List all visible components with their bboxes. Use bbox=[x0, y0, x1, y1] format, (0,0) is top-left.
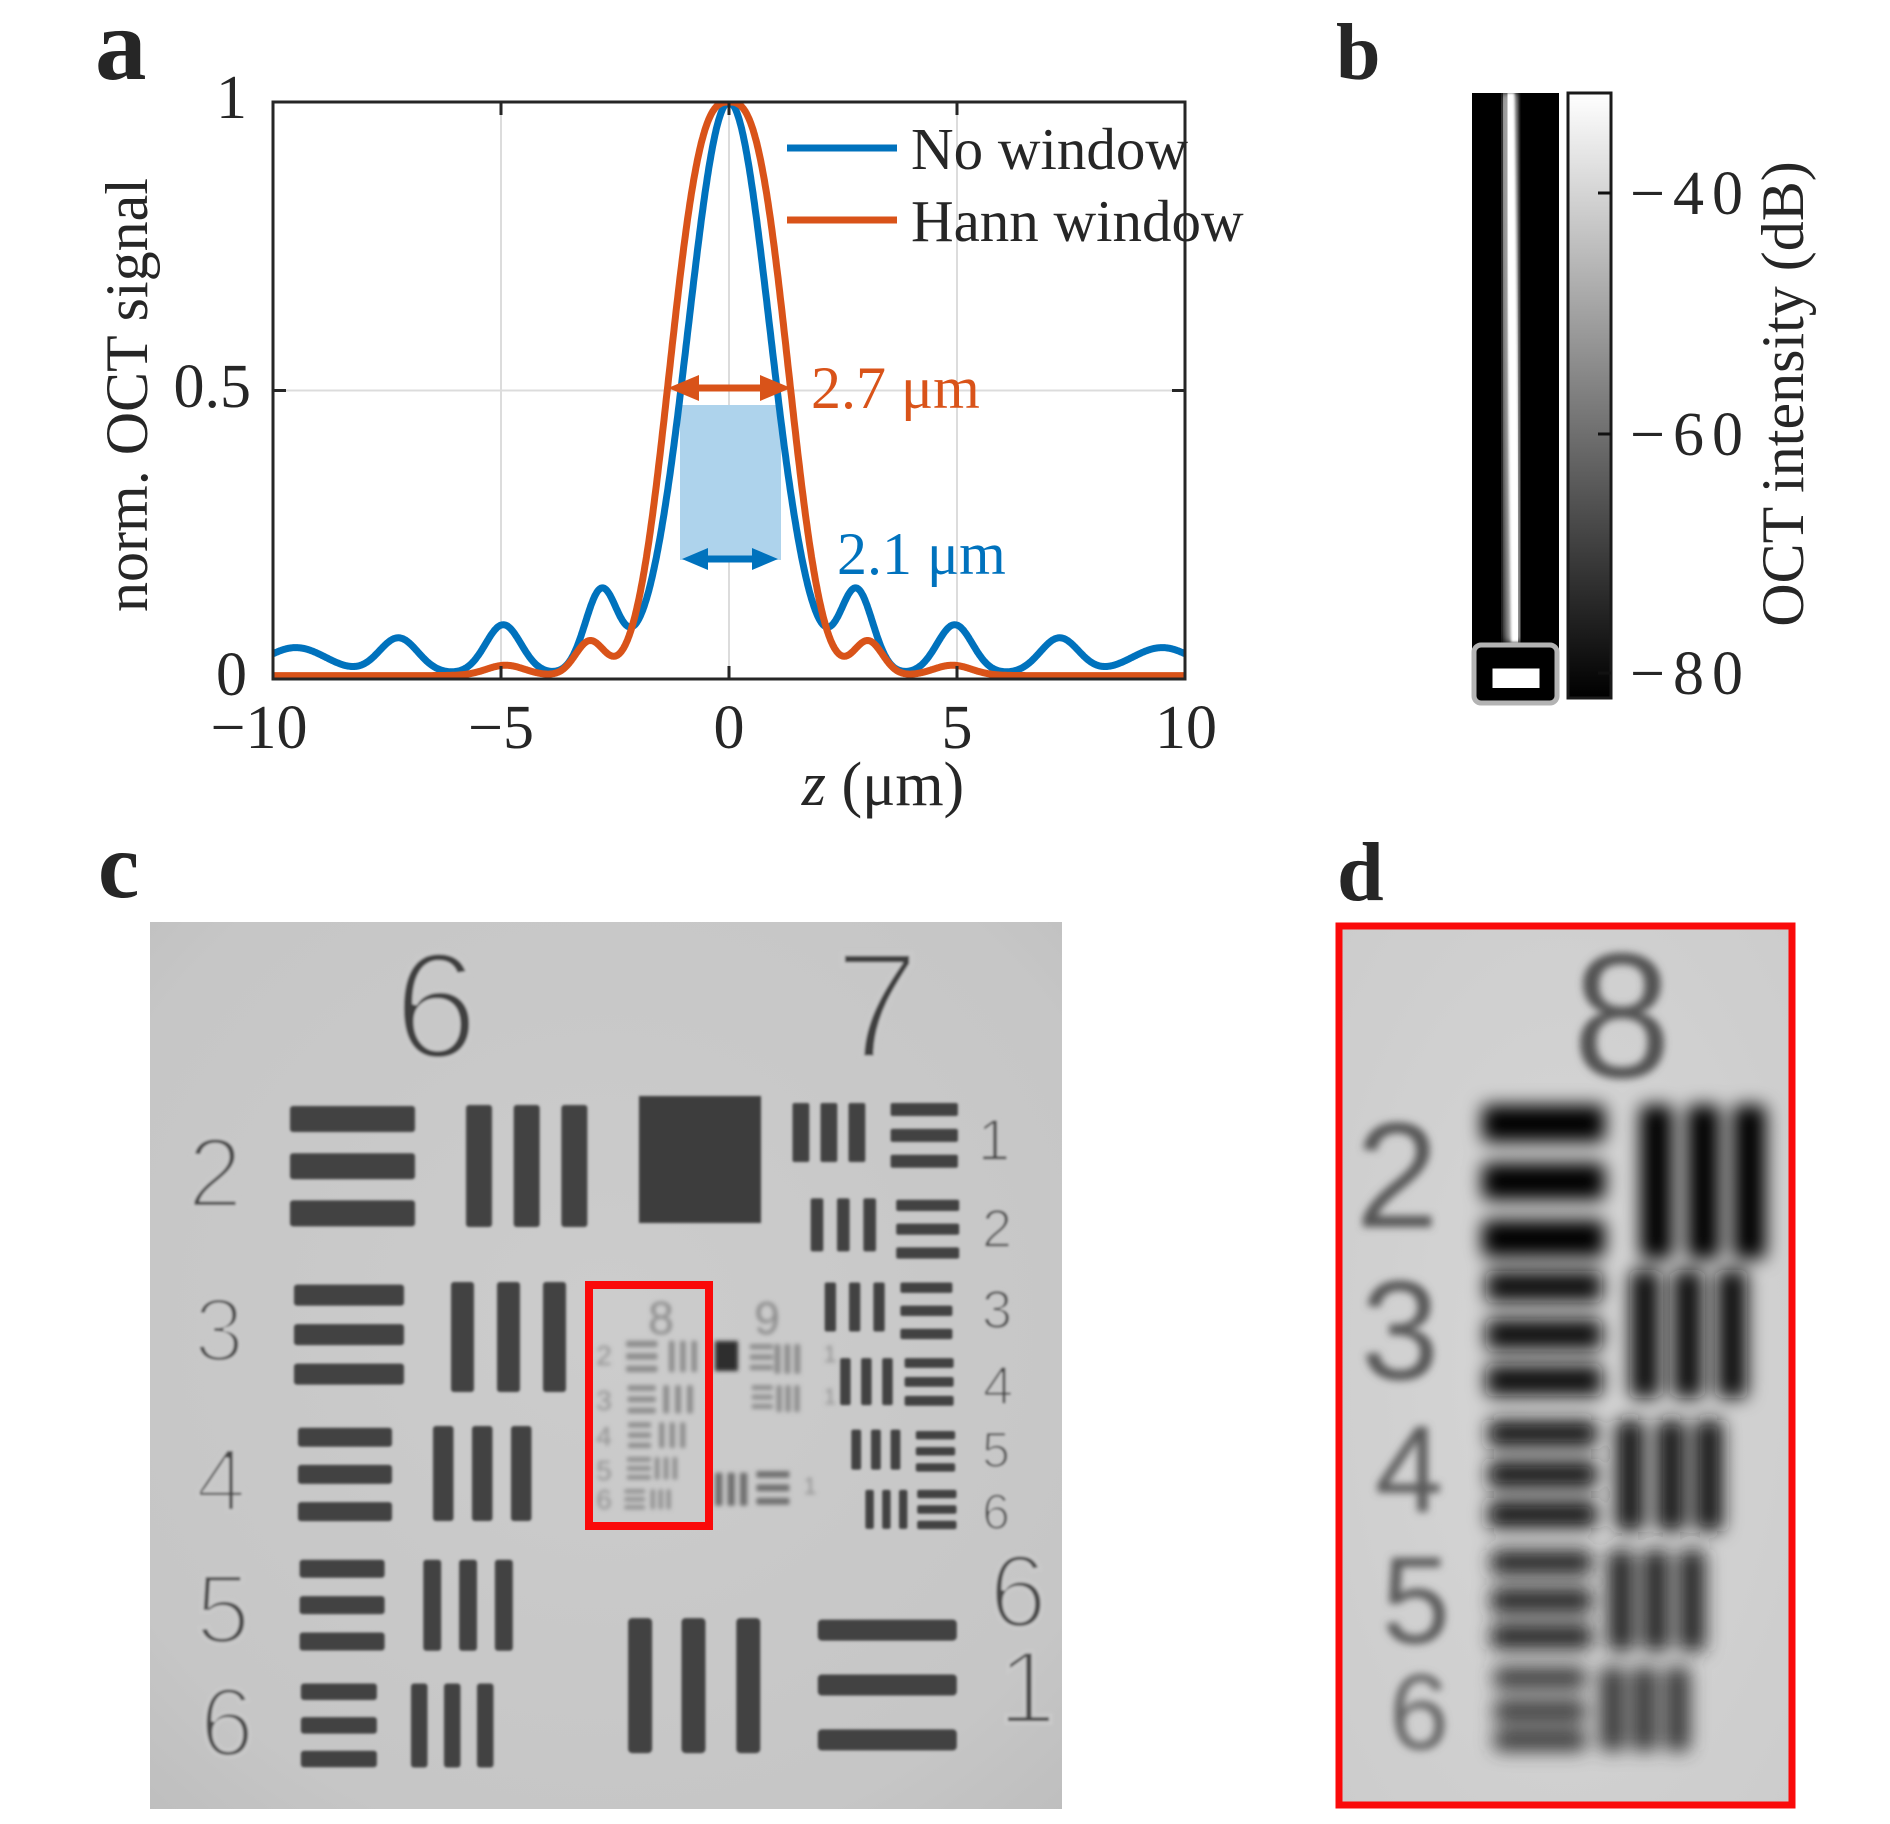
svg-text:c: c bbox=[98, 815, 139, 918]
svg-text:9: 9 bbox=[754, 1292, 780, 1344]
svg-text:1: 1 bbox=[978, 1108, 1010, 1173]
svg-text:a: a bbox=[95, 0, 147, 102]
svg-text:6: 6 bbox=[982, 1484, 1010, 1540]
svg-text:0: 0 bbox=[216, 641, 247, 709]
svg-text:6: 6 bbox=[200, 1667, 255, 1777]
svg-text:0: 0 bbox=[714, 694, 745, 762]
svg-text:5: 5 bbox=[942, 694, 973, 762]
svg-text:2: 2 bbox=[187, 1117, 242, 1228]
svg-text:Hann window: Hann window bbox=[911, 188, 1244, 254]
svg-text:5: 5 bbox=[1382, 1533, 1450, 1670]
svg-text:b: b bbox=[1336, 9, 1381, 97]
svg-text:1: 1 bbox=[823, 1341, 836, 1368]
svg-text:3: 3 bbox=[194, 1281, 244, 1381]
svg-text:4: 4 bbox=[1375, 1402, 1443, 1539]
svg-text:6: 6 bbox=[596, 1484, 612, 1515]
svg-text:No window: No window bbox=[911, 116, 1188, 182]
svg-text:−10: −10 bbox=[211, 694, 308, 762]
svg-text:4: 4 bbox=[196, 1431, 246, 1531]
svg-text:6: 6 bbox=[394, 921, 479, 1091]
svg-text:z (μm): z (μm) bbox=[801, 751, 964, 819]
svg-text:2: 2 bbox=[596, 1340, 612, 1371]
svg-text:1: 1 bbox=[824, 1384, 836, 1409]
svg-text:8: 8 bbox=[1573, 916, 1672, 1115]
svg-text:3: 3 bbox=[1361, 1251, 1439, 1409]
svg-text:5: 5 bbox=[982, 1422, 1010, 1478]
svg-text:−40: −40 bbox=[1630, 160, 1751, 228]
svg-text:−5: −5 bbox=[468, 694, 534, 762]
svg-text:1: 1 bbox=[998, 1630, 1056, 1746]
svg-text:−80: −80 bbox=[1630, 640, 1751, 708]
svg-text:norm. OCT signal: norm. OCT signal bbox=[94, 178, 160, 612]
svg-text:6: 6 bbox=[989, 1534, 1047, 1650]
svg-text:3: 3 bbox=[982, 1280, 1012, 1340]
svg-text:1: 1 bbox=[216, 64, 247, 132]
svg-text:d: d bbox=[1337, 826, 1384, 919]
svg-text:10: 10 bbox=[1155, 694, 1217, 762]
svg-text:0.5: 0.5 bbox=[174, 353, 252, 421]
svg-text:2.7 μm: 2.7 μm bbox=[811, 355, 980, 421]
svg-text:OCT intensity (dB): OCT intensity (dB) bbox=[1750, 161, 1816, 627]
svg-text:2.1 μm: 2.1 μm bbox=[837, 521, 1006, 587]
svg-text:1: 1 bbox=[803, 1473, 816, 1500]
svg-text:5: 5 bbox=[596, 1455, 612, 1486]
svg-text:8: 8 bbox=[648, 1292, 674, 1344]
svg-text:7: 7 bbox=[835, 921, 920, 1091]
svg-text:4: 4 bbox=[983, 1356, 1013, 1416]
svg-text:6: 6 bbox=[1389, 1651, 1449, 1772]
svg-text:3: 3 bbox=[596, 1385, 612, 1416]
svg-text:−60: −60 bbox=[1630, 401, 1751, 469]
svg-text:2: 2 bbox=[982, 1199, 1012, 1259]
svg-text:5: 5 bbox=[196, 1554, 251, 1664]
svg-text:2: 2 bbox=[1355, 1091, 1438, 1259]
svg-text:4: 4 bbox=[596, 1421, 612, 1452]
